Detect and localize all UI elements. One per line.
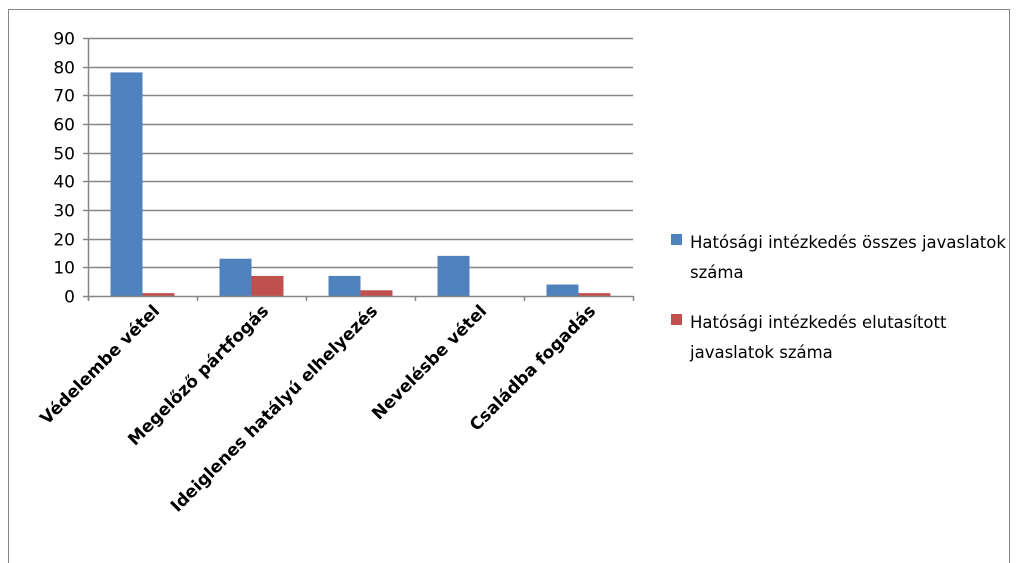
legend: Hatósági intézkedés összes javaslatok sz… (671, 228, 1011, 388)
bar-rejected (360, 290, 393, 296)
bar-rejected (142, 293, 175, 296)
bars (110, 72, 611, 297)
legend-label-total: Hatósági intézkedés összes javaslatok sz… (690, 233, 1006, 282)
legend-item-rejected: Hatósági intézkedés elutasított javaslat… (671, 308, 1011, 368)
bar-total (328, 275, 361, 296)
y-tick-label: 10 (53, 259, 75, 279)
bar-rejected (578, 293, 611, 296)
legend-swatch-rejected (671, 314, 682, 325)
x-category-label: Ideiglenes hatályú elhelyezés (167, 301, 382, 516)
y-tick-label: 80 (53, 59, 75, 79)
y-tick-label: 90 (53, 30, 75, 50)
y-tick-label: 20 (53, 231, 75, 251)
x-category-label: Védelembe vétel (37, 301, 164, 428)
y-tick-label: 0 (64, 288, 75, 308)
x-category-label: Családba fogadás (466, 301, 600, 435)
legend-label-rejected: Hatósági intézkedés elutasított javaslat… (690, 313, 947, 362)
axes (83, 37, 635, 301)
x-category-label: Nevelésbe vétel (368, 301, 491, 424)
y-tick-label: 40 (53, 173, 75, 193)
chart-border (8, 9, 1010, 563)
legend-item-total: Hatósági intézkedés összes javaslatok sz… (671, 228, 1011, 288)
bar-total (219, 258, 252, 296)
y-tick-label: 30 (53, 202, 75, 222)
bar-total (546, 284, 579, 296)
bar-total (437, 255, 470, 296)
y-tick-label: 60 (53, 116, 75, 136)
legend-swatch-total (671, 234, 682, 245)
y-tick-label: 50 (53, 145, 75, 165)
bar-total (110, 72, 143, 297)
gridlines (88, 37, 633, 269)
bar-rejected (251, 275, 284, 296)
y-tick-label: 70 (53, 87, 75, 107)
